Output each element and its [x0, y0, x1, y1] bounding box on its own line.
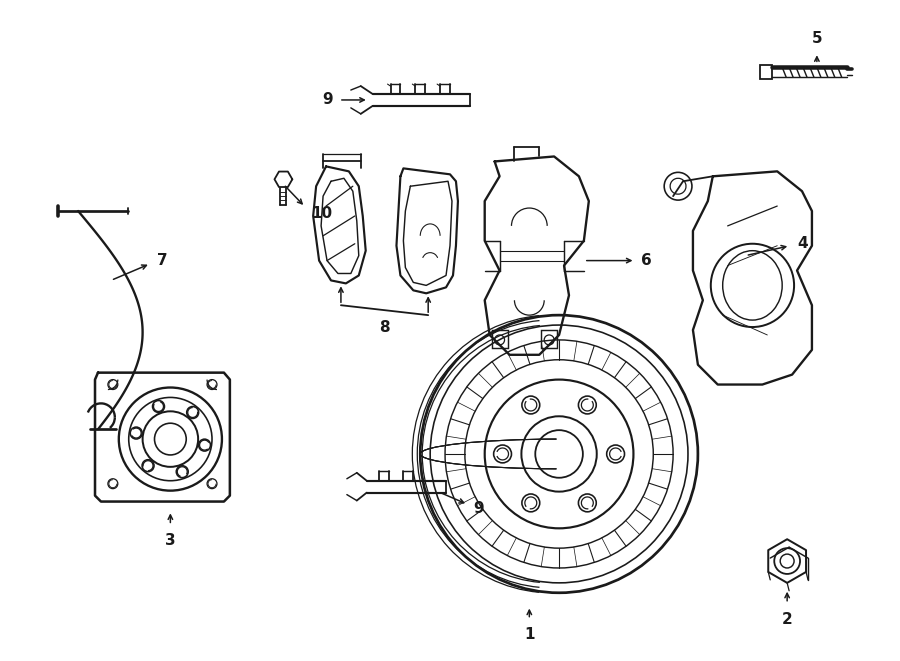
- Text: 9: 9: [472, 501, 483, 516]
- Text: 4: 4: [797, 236, 807, 251]
- Text: 5: 5: [812, 32, 823, 46]
- Text: 3: 3: [165, 533, 176, 548]
- Text: 9: 9: [322, 93, 333, 108]
- Bar: [541, 330, 557, 348]
- Text: 8: 8: [379, 320, 390, 335]
- Text: 1: 1: [524, 627, 535, 642]
- Text: 2: 2: [782, 611, 793, 627]
- Bar: [491, 330, 508, 348]
- Text: 6: 6: [642, 253, 652, 268]
- Text: 10: 10: [311, 206, 332, 221]
- Text: 7: 7: [158, 253, 168, 268]
- Bar: [760, 65, 772, 79]
